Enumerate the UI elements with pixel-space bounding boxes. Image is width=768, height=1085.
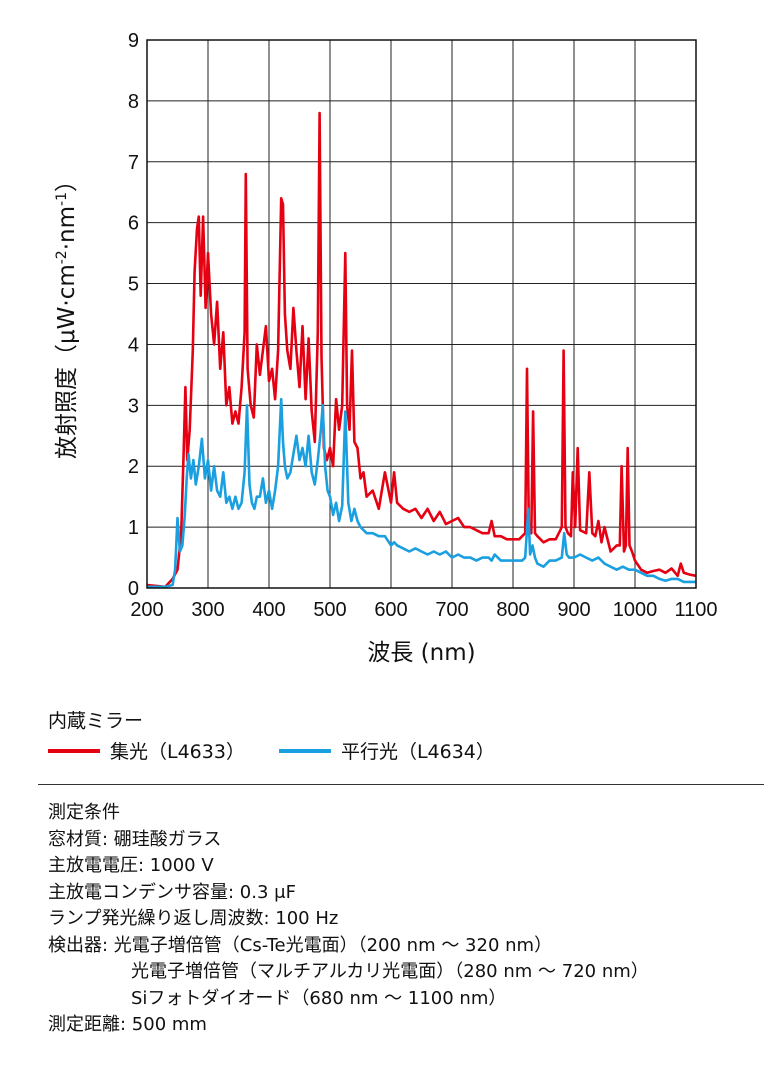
legend-label: 集光（L4633）: [110, 741, 245, 763]
divider: [38, 784, 764, 785]
condition-capacitor: 主放電コンデンサ容量: 0.3 μF: [48, 881, 296, 903]
irradiance-chart: 200 300 400 500 600 700 800 900 1000 1100 0 1 2 3 4 5 6 7…: [54, 30, 718, 666]
legend: 内蔵ミラー 集光（L4633） 平行光（L4634）: [48, 706, 529, 764]
conditions-heading: 測定条件: [48, 802, 120, 823]
chart-series: [146, 111, 697, 589]
y-tick-label: 3: [128, 395, 139, 417]
legend-item-condensing: 集光（L4633）: [48, 737, 245, 764]
tick-labels: 200 300 400 500 600 700 800 900 1000 1100 0 1 2 3 4 5 6 7…: [128, 30, 718, 621]
chart-grid: [146, 39, 697, 589]
condition-window: 窓材質: 硼珪酸ガラス: [48, 828, 222, 850]
x-axis-label: 波長 (nm): [367, 640, 475, 666]
series-line-condensing: [146, 111, 697, 589]
y-tick-label: 6: [128, 213, 139, 235]
condition-voltage: 主放電電圧: 1000 V: [48, 855, 214, 876]
y-tick-label: 5: [128, 274, 139, 296]
x-tick-label: 600: [374, 599, 407, 621]
x-tick-label: 400: [252, 599, 285, 621]
x-tick-label: 200: [130, 599, 163, 621]
condition-detector-3: Siフォトダイオード（680 nm ～ 1100 nm）: [131, 987, 507, 1009]
x-tick-label: 1100: [674, 599, 717, 621]
condition-rate: ランプ発光繰り返し周波数: 100 Hz: [48, 908, 339, 929]
y-tick-label: 9: [128, 30, 139, 52]
x-tick-label: 900: [557, 599, 590, 621]
y-tick-label: 8: [128, 91, 139, 113]
y-tick-label: 0: [128, 578, 139, 600]
legend-item-collimated: 平行光（L4634）: [278, 737, 495, 764]
legend-label: 平行光（L4634）: [340, 741, 495, 763]
x-tick-label: 800: [496, 599, 529, 621]
plot-frame: [146, 39, 697, 589]
y-tick-label: 2: [128, 456, 139, 478]
series-line-collimated: [147, 397, 696, 589]
x-tick-label: 300: [191, 599, 224, 621]
legend-swatch-blue: [278, 748, 331, 753]
legend-title: 内蔵ミラー: [48, 710, 144, 732]
condition-detector-2: 光電子増倍管（マルチアルカリ光電面）（280 nm ～ 720 nm）: [131, 961, 649, 982]
y-tick-label: 7: [128, 152, 139, 174]
x-tick-label: 700: [435, 599, 468, 621]
condition-distance: 測定距離: 500 mm: [48, 1014, 207, 1035]
measurement-conditions: 測定条件 窓材質: 硼珪酸ガラス 主放電電圧: 1000 V 主放電コンデンサ容…: [48, 800, 649, 1039]
x-tick-label: 500: [313, 599, 346, 621]
y-tick-label: 4: [128, 334, 139, 356]
y-tick-label: 1: [128, 517, 139, 539]
y-axis-label: 放射照度（μW·cm-2·nm-1）: [54, 169, 80, 459]
legend-swatch-red: [48, 748, 100, 753]
condition-detector-1: 検出器: 光電子増倍管（Cs-Te光電面）（200 nm ～ 320 nm）: [48, 934, 553, 956]
x-tick-label: 1000: [613, 599, 658, 621]
